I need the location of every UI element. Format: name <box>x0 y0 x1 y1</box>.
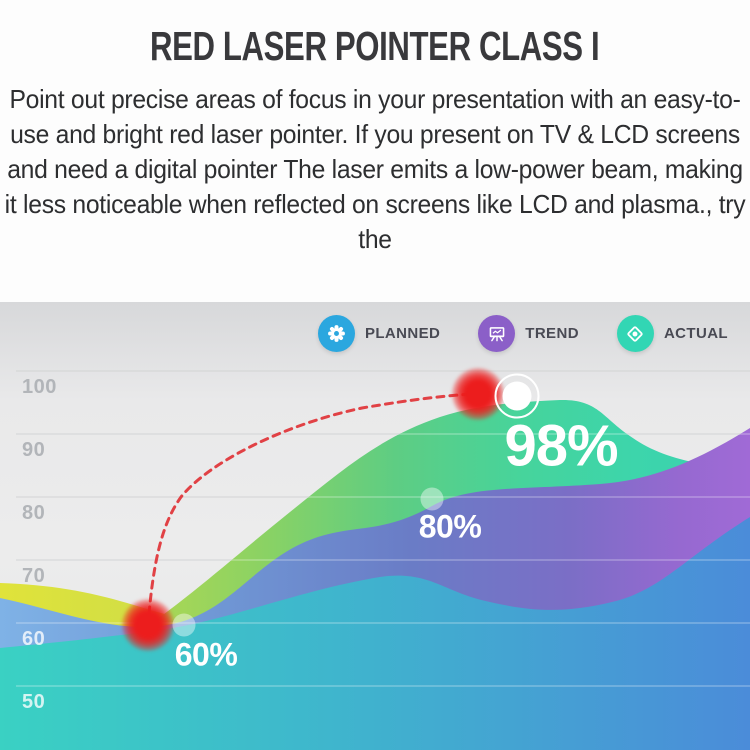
y-tick-50: 50 <box>22 691 46 713</box>
legend-item-planned: PLANNED <box>317 315 441 352</box>
hero-section: RED LASER POINTER CLASS I Point out prec… <box>0 0 750 302</box>
area-series-canvas <box>0 399 750 750</box>
legend-label-planned: PLANNED <box>364 325 441 342</box>
gridline-60 <box>16 622 750 624</box>
diamond-target-icon <box>616 315 654 352</box>
laser-dashed-arc <box>147 392 476 616</box>
y-tick-100: 100 <box>22 376 57 398</box>
legend-label-trend: TREND <box>525 325 579 342</box>
y-tick-90: 90 <box>22 439 46 461</box>
value-label-80: 80% <box>418 508 482 545</box>
y-tick-80: 80 <box>22 502 46 524</box>
point-marker-80 <box>420 487 444 511</box>
value-label-60: 60% <box>174 636 238 673</box>
data-point-markers <box>0 302 750 750</box>
value-label-98: 98% <box>504 413 618 479</box>
page-title-text: RED LASER POINTER CLASS I <box>150 23 600 69</box>
gridlines-over <box>0 302 750 750</box>
laser-trajectory-canvas <box>147 392 476 616</box>
y-tick-70: 70 <box>22 565 46 587</box>
product-description: Point out precise areas of focus in your… <box>4 84 746 254</box>
point-marker-98 <box>494 373 540 419</box>
legend-item-trend: TREND <box>478 315 579 352</box>
y-tick-60: 60 <box>22 628 46 650</box>
gridline-100 <box>16 370 750 372</box>
page-title: RED LASER POINTER CLASS I <box>0 22 750 70</box>
legend-item-actual: ACTUAL <box>616 315 728 352</box>
gridline-90 <box>16 433 750 435</box>
gridline-90 <box>16 433 750 435</box>
chart-legend: PLANNED TREND ACTUAL <box>317 315 728 352</box>
gear-icon <box>317 315 355 352</box>
gridline-80 <box>16 496 750 498</box>
marker-core <box>502 381 532 411</box>
performance-area-chart: 60% 80% 98% 100 90 80 70 60 50 PLANNED <box>0 302 750 750</box>
presentation-screen-icon <box>478 315 516 352</box>
y-axis-tick-labels: 100 90 80 70 60 50 <box>0 302 750 750</box>
gridline-70 <box>16 559 750 561</box>
gridline-50 <box>16 685 750 687</box>
legend-label-actual: ACTUAL <box>663 325 728 342</box>
series-planned-area <box>0 517 750 750</box>
data-point-labels: 60% 80% 98% <box>0 302 750 750</box>
gridline-100 <box>16 370 750 372</box>
point-marker-60 <box>172 613 196 637</box>
laser-pointer-dot <box>122 599 174 651</box>
